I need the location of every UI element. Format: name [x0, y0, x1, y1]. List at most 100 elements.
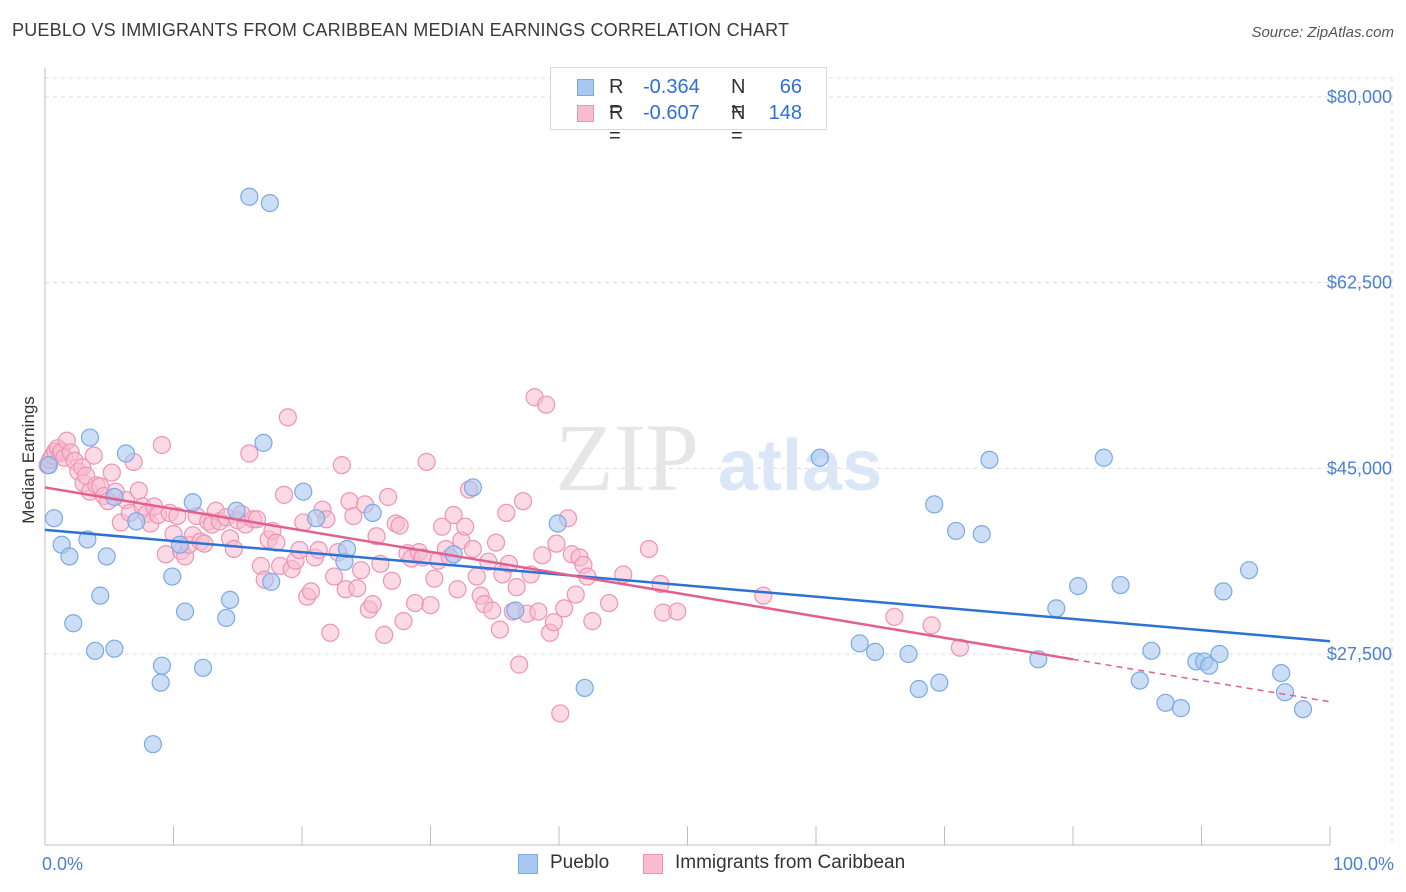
caribbean-point [497, 503, 516, 522]
pueblo-point [925, 495, 944, 514]
pueblo-point [80, 428, 100, 447]
pueblo-point [1069, 576, 1088, 596]
pueblo-point [97, 547, 116, 566]
r-value: -0.364 [643, 76, 700, 98]
pueblo-point [1047, 599, 1066, 618]
caribbean-point [247, 510, 267, 529]
caribbean-point [168, 506, 187, 526]
caribbean-point [378, 487, 398, 507]
caribbean-point [668, 602, 687, 621]
caribbean-point [274, 485, 294, 504]
caribbean-point [510, 655, 529, 674]
series-pueblo [39, 187, 1313, 754]
pueblo-point [193, 658, 213, 677]
caribbean-point [84, 446, 103, 465]
caribbean-point [321, 623, 340, 642]
caribbean-point [152, 435, 172, 455]
pueblo-point [183, 493, 202, 512]
pueblo-swatch [518, 854, 538, 874]
pueblo-point [850, 634, 869, 653]
caribbean-point [555, 599, 574, 618]
pueblo-point [1214, 582, 1233, 601]
caribbean-point [456, 517, 475, 536]
x-tick-label-max: 100.0% [1333, 854, 1394, 874]
pueblo-point [86, 641, 105, 660]
caribbean-point [600, 593, 619, 613]
watermark: ZIP atlas [555, 404, 882, 511]
pueblo-point [575, 678, 594, 698]
caribbean-point [507, 578, 526, 597]
pueblo-point [1130, 671, 1149, 690]
pueblo-point [127, 512, 146, 531]
pueblo-point [151, 673, 170, 692]
pueblo-point [60, 547, 79, 566]
pueblo-point [506, 601, 525, 620]
x-tick-label-min: 0.0% [42, 854, 83, 874]
caribbean-swatch [577, 105, 594, 122]
pueblo-point [143, 735, 163, 754]
pueblo-swatch [577, 79, 594, 96]
pueblo-point [946, 521, 966, 541]
caribbean-point [467, 567, 486, 586]
chart-source: Source: ZipAtlas.com [1251, 24, 1394, 41]
caribbean-trend-line [44, 486, 1074, 661]
pueblo-point [262, 572, 281, 591]
pueblo-point [810, 448, 829, 467]
caribbean-point [224, 539, 243, 559]
caribbean-point [448, 580, 467, 599]
caribbean-point [444, 505, 463, 525]
caribbean-point [544, 613, 563, 632]
caribbean-point [583, 612, 602, 631]
y-tick-label: $80,000 [1327, 87, 1392, 107]
pueblo-point [1272, 663, 1291, 683]
caribbean-point [344, 506, 363, 526]
caribbean-point [352, 561, 371, 580]
pueblo-point [44, 509, 64, 528]
r-label: R = [609, 76, 624, 121]
caribbean-point [421, 596, 440, 615]
pueblo-point [152, 656, 172, 675]
pueblo-point [39, 456, 58, 475]
caribbean-point [490, 620, 509, 639]
caribbean-point [537, 395, 556, 414]
legend-label: Pueblo [550, 852, 610, 873]
n-value: 66 [779, 76, 802, 98]
r-value: -0.607 [643, 102, 700, 124]
caribbean-point [922, 616, 941, 635]
caribbean-point [405, 593, 425, 613]
trend-lines [44, 486, 1331, 703]
caribbean-point [301, 582, 321, 601]
pueblo-point [980, 450, 999, 469]
caribbean-point [885, 607, 904, 626]
pueblo-point [163, 567, 182, 586]
pueblo-point [240, 187, 259, 206]
caribbean-point [363, 595, 382, 614]
pueblo-point [220, 590, 240, 609]
legend-label: Immigrants from Caribbean [675, 852, 906, 873]
pueblo-point [548, 514, 567, 533]
caribbean-point [432, 517, 452, 536]
caribbean-point [483, 601, 502, 620]
caribbean-point [367, 527, 386, 546]
caribbean-point [533, 546, 552, 565]
pueblo-point [1171, 699, 1191, 718]
caribbean-point [309, 540, 328, 560]
r-label: R = [609, 102, 624, 147]
caribbean-point [551, 704, 570, 723]
caribbean-point [278, 408, 297, 427]
caribbean-point [390, 516, 409, 535]
pueblo-point [217, 608, 236, 628]
pueblo-point [1200, 656, 1219, 675]
pueblo-point [227, 501, 246, 520]
caribbean-point [486, 533, 506, 552]
caribbean-point [129, 481, 148, 500]
caribbean-swatch [643, 854, 663, 874]
caribbean-point [382, 571, 402, 590]
pueblo-point [1210, 644, 1229, 664]
caribbean-point [290, 540, 309, 560]
pueblo-point [307, 509, 326, 528]
caribbean-point [566, 585, 585, 604]
y-axis-title: Median Earnings [19, 396, 38, 524]
tick-labels: $27,500 $45,000 $62,500 $80,000 0.0% 100.0% [42, 87, 1394, 874]
